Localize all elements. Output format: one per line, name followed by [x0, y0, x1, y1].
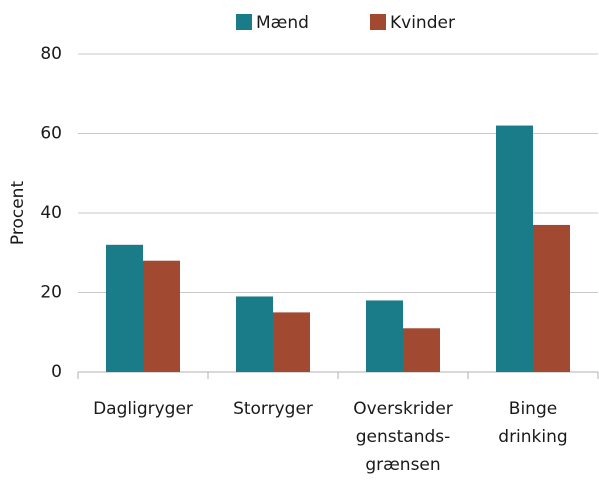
legend-swatch [236, 14, 252, 30]
y-tick-label: 40 [40, 203, 62, 223]
x-tick-label: Storryger [233, 399, 313, 419]
y-tick-label: 20 [40, 283, 62, 303]
bar [106, 244, 143, 372]
y-tick-label: 60 [40, 124, 62, 144]
x-tick-label: Overskrider genstands-grænsen [353, 399, 453, 475]
bar [273, 312, 310, 372]
bar [533, 224, 570, 372]
y-tick-label: 80 [40, 44, 62, 64]
x-tick-label: Binge drinking [498, 399, 567, 447]
x-tick-label: Dagligryger [93, 399, 193, 419]
legend-label: Kvinder [390, 13, 455, 33]
legend-swatch [370, 14, 386, 30]
bar [403, 328, 440, 372]
legend-label: Mænd [256, 13, 309, 33]
bar [366, 300, 403, 372]
bar [236, 296, 273, 372]
bar [143, 260, 180, 372]
y-tick-label: 0 [51, 362, 62, 382]
y-axis-label: Procent [8, 181, 28, 246]
bar [496, 125, 533, 372]
